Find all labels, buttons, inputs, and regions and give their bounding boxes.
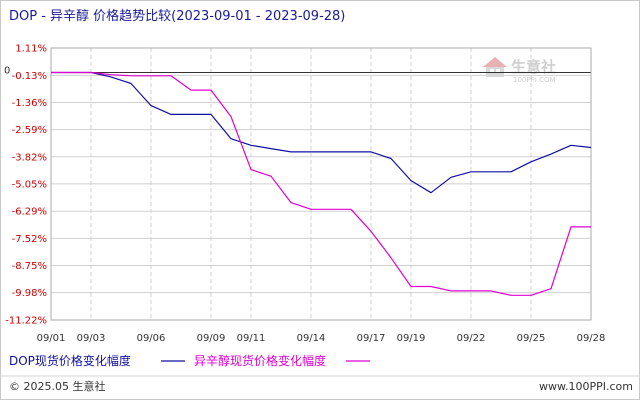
y-tick-label: -11.22%	[5, 316, 47, 327]
series-lines	[51, 71, 592, 296]
y-tick-label: -2.59%	[12, 125, 47, 136]
y-tick-label: -8.75%	[12, 261, 47, 272]
series-line-dop	[51, 71, 592, 194]
legend: DOP现货价格变化幅度 异辛醇现货价格变化幅度	[9, 353, 370, 368]
axes	[50, 47, 592, 321]
x-tick-label: 09/14	[297, 333, 326, 344]
x-tick-label: 09/01	[37, 333, 66, 344]
y-tick-label: -9.98%	[12, 288, 47, 299]
chart-title: DOP - 异辛醇 价格趋势比较(2023-09-01 - 2023-09-28…	[9, 8, 345, 24]
watermark-sub: 100PPI.COM	[513, 76, 556, 84]
zero-label: 0	[4, 65, 10, 76]
x-tick-label: 09/06	[137, 333, 166, 344]
legend-label-dop: DOP现货价格变化幅度	[9, 353, 131, 368]
x-tick-label: 09/25	[517, 333, 546, 344]
footer-site: www.100PPI.com	[539, 380, 633, 393]
watermark-name: 生意社	[511, 58, 556, 76]
x-tick-label: 09/11	[237, 333, 266, 344]
x-tick-label: 09/19	[397, 333, 426, 344]
x-tick-label: 09/03	[77, 333, 106, 344]
y-tick-label: -6.29%	[12, 207, 47, 218]
plot-border	[50, 47, 592, 321]
x-tick-label: 09/17	[357, 333, 386, 344]
series-line-isooctanol	[51, 71, 591, 296]
x-tick-labels: 09/01 09/03 09/06 09/09 09/11 09/14 09/17 09/19…	[37, 333, 606, 344]
y-tick-label: -3.82%	[12, 152, 47, 163]
x-tick-label: 09/09	[197, 333, 226, 344]
y-tick-label: -7.52%	[12, 234, 47, 245]
x-tick-label: 09/22	[457, 333, 486, 344]
y-tick-labels: 1.11% -0.13% -1.36% -2.59% -3.82% -5.05% -6.29…	[4, 44, 47, 327]
y-tick-label: -0.13%	[12, 71, 47, 82]
y-tick-label: -1.36%	[12, 98, 47, 109]
footer-copyright: © 2025.05 生意社	[9, 379, 105, 393]
y-tick-label: 1.11%	[15, 44, 47, 55]
y-tick-label: -5.05%	[12, 179, 47, 190]
legend-label-isooctanol: 异辛醇现货价格变化幅度	[194, 353, 326, 368]
x-tick-label: 09/28	[577, 333, 606, 344]
